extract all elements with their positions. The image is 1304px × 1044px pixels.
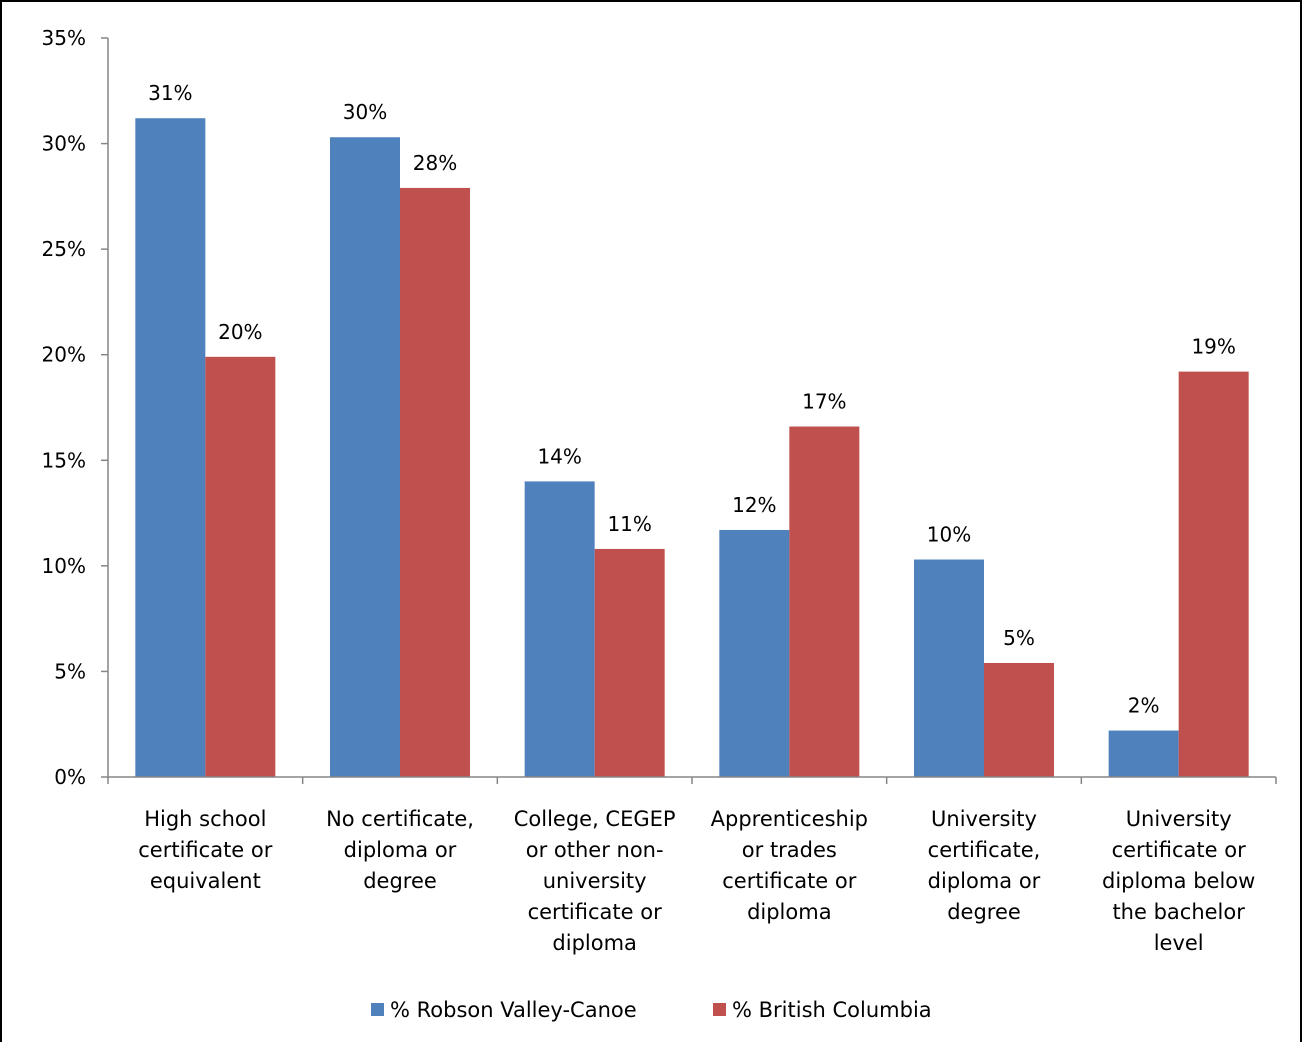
legend-label: % Robson Valley-Canoe [390,998,637,1022]
x-tick-label: certificate or [528,900,662,924]
x-tick-label: or trades [742,838,837,862]
x-tick-label: diploma [552,931,637,955]
data-label: 28% [413,151,457,175]
x-tick-label: diploma below [1102,869,1255,893]
bar [789,426,860,777]
x-tick-label: level [1154,931,1204,955]
x-tick-label: diploma or [928,869,1041,893]
data-label: 31% [148,81,192,105]
data-label: 20% [218,320,262,344]
x-tick-label: equivalent [150,869,261,893]
x-tick-label: Apprenticeship [711,807,868,831]
data-label: 30% [343,100,387,124]
data-label: 19% [1191,335,1235,359]
bar [1178,371,1249,777]
data-label: 11% [607,512,651,536]
bar [135,118,206,778]
y-tick-label: 20% [42,343,86,367]
data-label: 5% [1003,626,1035,650]
bar [524,481,595,777]
data-label: 17% [802,390,846,414]
bar [984,662,1054,777]
bar [719,529,790,777]
legend-label: % British Columbia [732,998,932,1022]
y-tick-label: 30% [42,132,86,156]
data-label: 12% [732,493,776,517]
x-tick-label: University [931,807,1037,831]
x-tick-label: degree [947,900,1021,924]
x-tick-label: the bachelor [1112,900,1245,924]
y-tick-label: 25% [42,237,86,261]
legend-swatch [371,1003,384,1016]
data-label: 10% [927,523,971,547]
x-tick-label: certificate or [1112,838,1246,862]
x-tick-label: or other non- [526,838,664,862]
x-tick-label: certificate or [722,869,856,893]
data-label: 14% [537,444,581,468]
x-tick-label: University [1126,807,1232,831]
bar [205,356,276,777]
bar [914,559,984,777]
x-tick-label: degree [363,869,437,893]
bar [330,137,400,778]
x-tick-label: diploma [747,900,832,924]
x-tick-label: No certificate, [326,807,474,831]
bar [1108,730,1179,777]
data-label: 2% [1128,694,1160,718]
y-tick-label: 15% [42,448,86,472]
bar [594,548,665,777]
bar [400,187,470,777]
y-tick-label: 5% [54,659,86,683]
y-tick-label: 0% [54,765,86,789]
x-tick-label: certificate or [138,838,272,862]
x-tick-label: College, CEGEP [514,807,676,831]
x-tick-label: High school [144,807,266,831]
y-tick-label: 35% [42,26,86,50]
x-tick-label: university [543,869,647,893]
x-tick-label: certificate, [928,838,1041,862]
x-tick-label: diploma or [344,838,457,862]
legend-swatch [713,1003,726,1016]
y-tick-label: 10% [42,554,86,578]
